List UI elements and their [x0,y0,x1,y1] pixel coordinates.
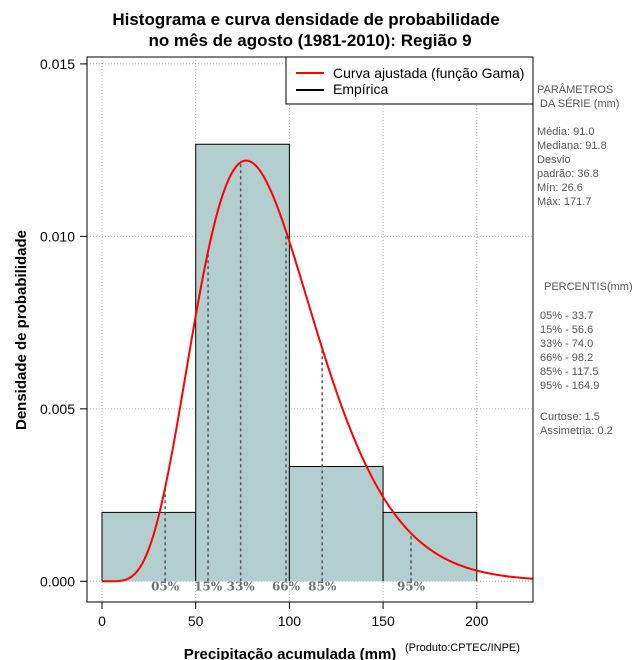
percentile-label-2: 33% [227,579,256,593]
percentile-label-0: 05% [151,579,180,593]
x-tick-label-2: 100 [278,613,302,629]
percentile-label-4: 85% [308,579,337,593]
percentile-label-3: 66% [272,579,301,593]
y-axis: 0.000 0.005 0.010 0.015 [40,56,88,589]
side-panel: PARÂMETROS DA SÉRIE (mm) Média: 91.0 Med… [537,83,633,437]
y-axis-title: Densidade de probabilidade [13,230,30,430]
credit-text: (Produto:CPTEC/INPE) [405,642,520,654]
percentile-label-5: 95% [397,579,426,593]
percentis-title: PERCENTIS(mm) [544,281,633,293]
histogram-bar-2 [289,466,384,582]
chart-title-line2: no mês de agosto (1981-2010): Região 9 [148,31,471,50]
legend-label-empirica: Empírica [333,81,388,97]
percentile-lines [164,162,412,582]
histogram-bar-outline-1 [195,143,290,582]
y-tick-label-0: 0.000 [40,573,75,589]
stat-assimetria: Assimetria: 0.2 [540,425,613,437]
percentil-85: 85% - 117.5 [540,366,599,378]
params-title: PARÂMETROS [537,83,613,96]
chart-title-line1: Histograma e curva densidade de probabil… [112,10,499,29]
x-axis: 0 50 100 150 200 [98,601,489,629]
histogram-bar-3 [383,512,477,582]
percentil-66: 66% - 98.2 [540,352,593,364]
stat-media: Média: 91.0 [537,126,594,138]
stat-curtose: Curtose: 1.5 [540,411,600,423]
plot-area: 05% 15% 33% 66% 85% 95% [86,56,534,603]
histogram-bars [101,143,478,582]
percentile-labels: 05% 15% 33% 66% 85% 95% [151,579,426,593]
x-tick-label-1: 50 [188,613,204,629]
y-tick-label-2: 0.010 [40,228,75,244]
legend-box [285,56,534,105]
legend: Curva ajustada (função Gama) Empírica [285,56,534,105]
legend-label-gamma: Curva ajustada (função Gama) [333,65,524,81]
stat-desvio-2: padrão: 36.8 [537,168,599,180]
stat-max: Máx: 171.7 [537,196,591,208]
histogram-bar-1 [195,144,290,582]
params-subtitle: DA SÉRIE (mm) [540,97,619,110]
histogram-bar-outline-3 [382,511,478,582]
percentile-label-1: 15% [194,579,223,593]
stat-mediana: Mediana: 91.8 [537,140,607,152]
gamma-fit-curve [101,159,534,583]
x-tick-label-0: 0 [98,613,106,629]
x-axis-title: Precipitação acumulada (mm) [184,646,397,660]
percentil-15: 15% - 56.6 [540,324,593,336]
stat-desvio-1: Desvio [537,154,571,166]
percentil-33: 33% - 74.0 [540,338,593,350]
percentil-05: 05% - 33.7 [540,310,593,322]
x-tick-label-3: 150 [371,613,395,629]
percentil-95: 95% - 164.9 [540,380,599,392]
y-tick-label-3: 0.015 [40,56,75,72]
y-tick-label-1: 0.005 [40,401,75,417]
stat-min: Mín: 26.6 [537,182,583,194]
x-tick-label-4: 200 [465,613,489,629]
